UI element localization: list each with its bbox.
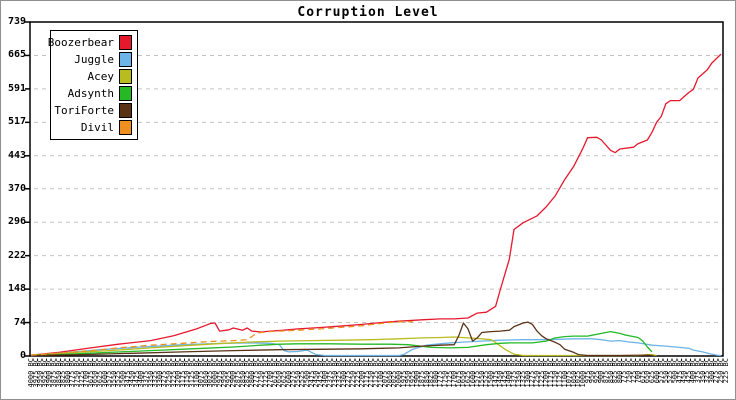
- y-axis-label: 443: [7, 149, 26, 161]
- legend-label: ToriForte: [54, 104, 114, 117]
- y-axis-label: 739: [7, 16, 26, 27]
- legend-swatch-icon: [119, 35, 132, 50]
- y-axis-label: 0: [19, 350, 26, 361]
- legend-swatch-icon: [119, 52, 132, 67]
- y-axis-label: 296: [7, 216, 26, 228]
- series-line-acey: [30, 336, 657, 357]
- legend-swatch-icon: [119, 86, 132, 101]
- legend-entry-toriforte: ToriForte: [51, 102, 137, 119]
- y-axis-label: 74: [13, 316, 26, 328]
- series-line-adsynth: [30, 330, 653, 357]
- series-line-boozerbear: [30, 53, 722, 356]
- legend-swatch-icon: [119, 69, 132, 84]
- legend: Boozerbear Juggle Acey Adsynth ToriForte Divi…: [47, 30, 138, 140]
- legend-label: Juggle: [74, 53, 114, 66]
- legend-entry-divil: Divil: [51, 119, 137, 136]
- legend-swatch-icon: [119, 103, 132, 118]
- y-axis-label: 517: [7, 116, 26, 128]
- legend-label: Divil: [80, 121, 114, 134]
- chart-title: Corruption Level: [297, 5, 439, 20]
- y-axis-label: 222: [7, 249, 26, 261]
- legend-entry-adsynth: Adsynth: [51, 85, 137, 102]
- legend-label: Acey: [87, 70, 115, 83]
- x-axis-label: 225 BC: [721, 358, 730, 384]
- legend-label: Adsynth: [67, 87, 114, 100]
- legend-entry-acey: Acey: [51, 68, 137, 85]
- series-line-divil: [30, 321, 413, 356]
- legend-entry-juggle: Juggle: [51, 51, 137, 68]
- legend-label: Boozerbear: [47, 36, 114, 49]
- y-axis-label: 370: [7, 182, 26, 194]
- legend-entry-boozerbear: Boozerbear: [47, 34, 137, 51]
- y-axis-label: 591: [7, 82, 26, 94]
- y-axis-label: 148: [7, 283, 26, 295]
- series-line-juggle: [30, 338, 722, 357]
- series-line-toriforte: [30, 321, 653, 357]
- legend-swatch-icon: [119, 120, 132, 135]
- y-axis-label: 665: [7, 49, 26, 61]
